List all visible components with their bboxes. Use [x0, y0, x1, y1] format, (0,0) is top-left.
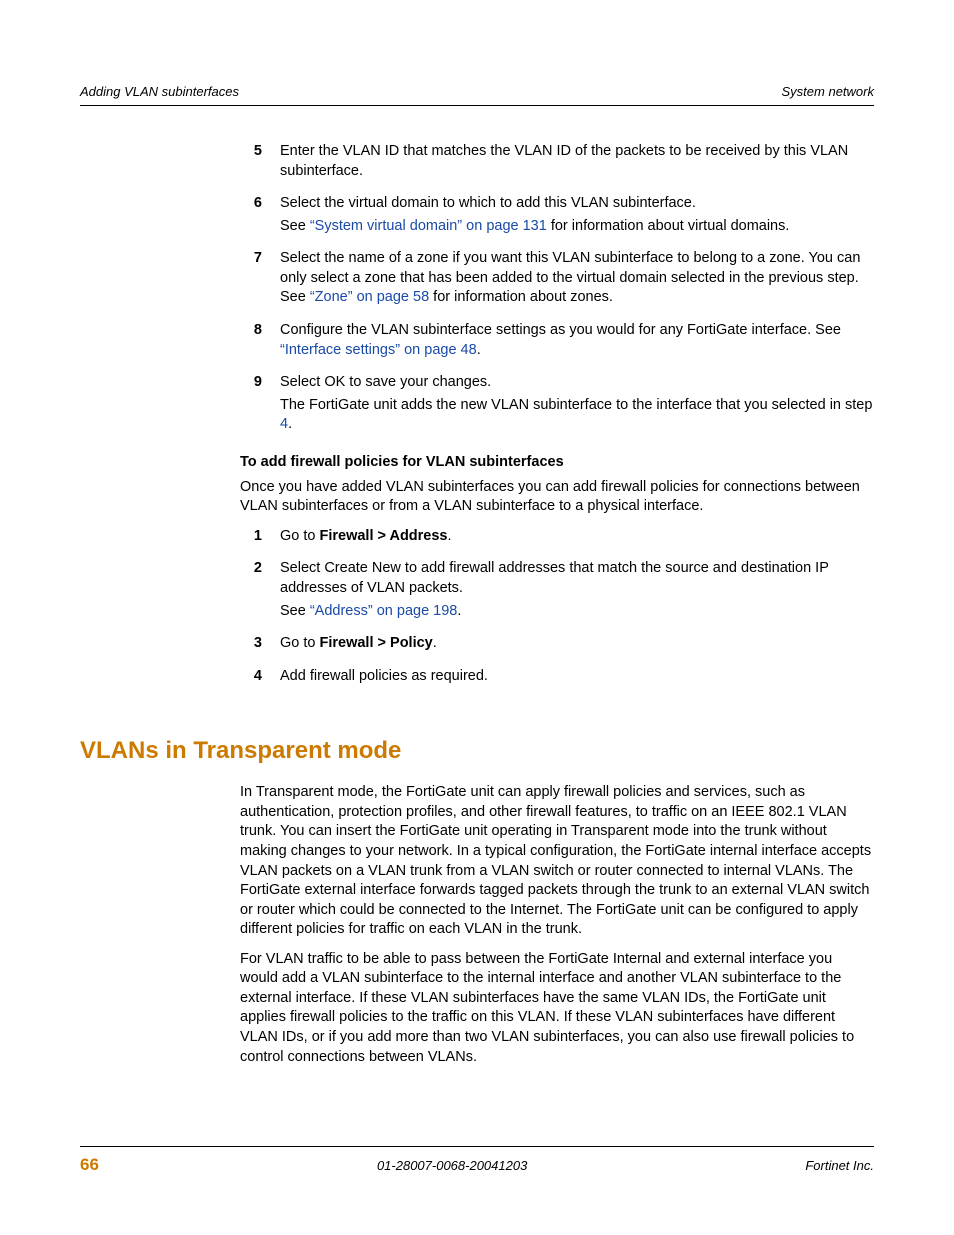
step-line: The FortiGate unit adds the new VLAN sub…: [280, 396, 874, 435]
header-right: System network: [782, 84, 874, 99]
step-body: Enter the VLAN ID that matches the VLAN …: [280, 142, 874, 184]
header-left: Adding VLAN subinterfaces: [80, 84, 239, 99]
step-line: Select OK to save your changes.: [280, 373, 874, 393]
step-line: Select the virtual domain to which to ad…: [280, 194, 874, 214]
step-number: 5: [240, 142, 280, 184]
page-body: 5Enter the VLAN ID that matches the VLAN…: [240, 142, 874, 1067]
step-number: 9: [240, 373, 280, 438]
subheading: To add firewall policies for VLAN subint…: [240, 454, 874, 470]
step-number: 3: [240, 634, 280, 657]
step-line: Add firewall policies as required.: [280, 667, 874, 687]
step-body: Select Create New to add firewall addres…: [280, 559, 874, 624]
running-header: Adding VLAN subinterfaces System network: [80, 84, 874, 106]
step-number: 6: [240, 194, 280, 239]
step-body: Go to Firewall > Address.: [280, 527, 874, 550]
step-body: Configure the VLAN subinterface settings…: [280, 321, 874, 363]
section-heading: VLANs in Transparent mode: [80, 737, 874, 765]
step-line: Select the name of a zone if you want th…: [280, 249, 874, 308]
page-footer: 66 01-28007-0068-20041203 Fortinet Inc.: [80, 1146, 874, 1175]
document-id: 01-28007-0068-20041203: [377, 1158, 527, 1173]
step-line: See “Address” on page 198.: [280, 602, 874, 622]
section-paragraph: In Transparent mode, the FortiGate unit …: [240, 783, 874, 940]
numbered-step: 6Select the virtual domain to which to a…: [240, 194, 874, 239]
numbered-step: 2Select Create New to add firewall addre…: [240, 559, 874, 624]
step-body: Add firewall policies as required.: [280, 667, 874, 690]
numbered-step: 7Select the name of a zone if you want t…: [240, 249, 874, 311]
numbered-step: 8Configure the VLAN subinterface setting…: [240, 321, 874, 363]
numbered-step: 5Enter the VLAN ID that matches the VLAN…: [240, 142, 874, 184]
numbered-step: 9Select OK to save your changes. The Fort…: [240, 373, 874, 438]
step-body: Select OK to save your changes. The Forti…: [280, 373, 874, 438]
step-number: 1: [240, 527, 280, 550]
step-number: 8: [240, 321, 280, 363]
step-number: 2: [240, 559, 280, 624]
step-line: Go to Firewall > Address.: [280, 527, 874, 547]
numbered-step: 3Go to Firewall > Policy.: [240, 634, 874, 657]
step-line: See “System virtual domain” on page 131 …: [280, 217, 874, 237]
numbered-step: 4Add firewall policies as required.: [240, 667, 874, 690]
step-body: Select the virtual domain to which to ad…: [280, 194, 874, 239]
company-name: Fortinet Inc.: [805, 1158, 874, 1173]
step-line: Configure the VLAN subinterface settings…: [280, 321, 874, 360]
step-body: Go to Firewall > Policy.: [280, 634, 874, 657]
intro-paragraph: Once you have added VLAN subinterfaces y…: [240, 478, 874, 517]
page-number: 66: [80, 1155, 99, 1175]
step-line: Select Create New to add firewall addres…: [280, 559, 874, 598]
numbered-step: 1Go to Firewall > Address.: [240, 527, 874, 550]
section-paragraph: For VLAN traffic to be able to pass betw…: [240, 950, 874, 1067]
step-number: 7: [240, 249, 280, 311]
step-line: Go to Firewall > Policy.: [280, 634, 874, 654]
step-body: Select the name of a zone if you want th…: [280, 249, 874, 311]
step-line: Enter the VLAN ID that matches the VLAN …: [280, 142, 874, 181]
step-number: 4: [240, 667, 280, 690]
